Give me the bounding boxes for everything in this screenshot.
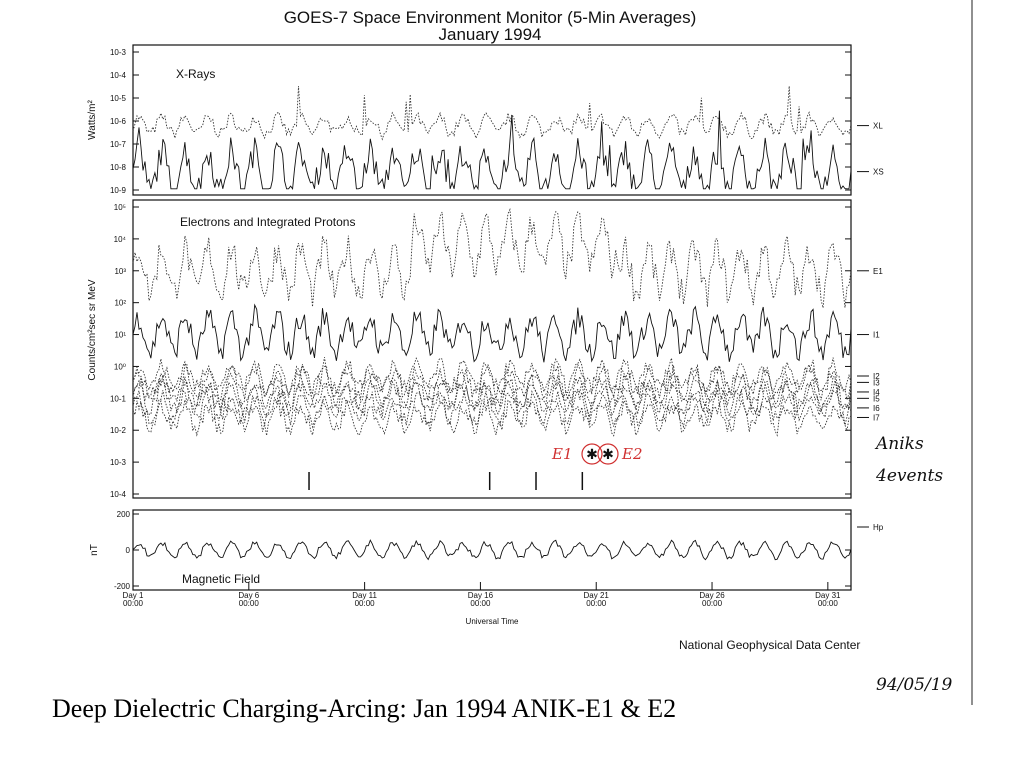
y-tick-label: 10² <box>114 299 126 308</box>
x-tick-sublabel: 00:00 <box>123 599 144 608</box>
xray-y-axis-title: Watts/m² <box>87 100 98 140</box>
date-stamp: 94/05/19 <box>876 675 953 695</box>
y-tick-label: 10-3 <box>110 458 127 467</box>
series-label-i2: I2 <box>873 372 880 381</box>
source-credit: National Geophysical Data Center <box>679 638 860 652</box>
y-tick-label: 10-3 <box>110 48 127 57</box>
y-tick-label: 10-5 <box>110 94 127 103</box>
x-tick-label: Day 26 <box>699 591 725 600</box>
y-tick-label: 10⁴ <box>114 235 127 244</box>
x-tick-label: Day 31 <box>815 591 841 600</box>
x-tick-label: Day 11 <box>352 591 377 600</box>
x-tick-label: Day 1 <box>123 591 144 600</box>
series-label-xs: XS <box>873 168 884 177</box>
magnetic-y-axis-title: nT <box>89 544 100 556</box>
series-trace-i3 <box>132 363 852 403</box>
y-tick-label: 10-9 <box>110 186 127 195</box>
red-annotation-e2: E2 <box>621 445 643 463</box>
x-tick-sublabel: 00:00 <box>239 599 260 608</box>
x-tick-label: Day 6 <box>238 591 259 600</box>
series-label-e1: E1 <box>873 267 883 276</box>
series-trace-i5 <box>132 378 852 419</box>
y-tick-labels: 10-3 10-4 10-5 10-6 10-7 10-8 10-9 10⁵ 10⁴ 10³ 10²… <box>110 48 851 591</box>
series-trace-i1 <box>132 303 852 363</box>
y-tick-label: 10-6 <box>110 117 127 126</box>
particle-panel-label: Electrons and Integrated Protons <box>180 215 355 229</box>
x-tick-sublabel: 00:00 <box>702 599 723 608</box>
y-tick-label: 10-2 <box>110 426 127 435</box>
x-axis-title: Universal Time <box>466 617 519 626</box>
y-tick-label: 10¹ <box>114 331 126 340</box>
x-tick-sublabel: 00:00 <box>470 599 491 608</box>
series-label-i5: I5 <box>873 394 880 403</box>
y-tick-label: -200 <box>114 582 131 591</box>
slide-caption: Deep Dielectric Charging-Arcing: Jan 199… <box>52 694 676 723</box>
x-tick-sublabel: 00:00 <box>355 599 376 608</box>
magnetic-panel-label: Magnetic Field <box>182 572 260 586</box>
star-marker-left: ✱ <box>586 447 598 463</box>
series-trace-i4 <box>132 372 852 412</box>
red-circle-right <box>597 443 619 465</box>
y-tick-label: 10³ <box>114 267 126 276</box>
y-tick-label: 10⁰ <box>114 362 126 371</box>
event-markers <box>308 472 584 490</box>
y-tick-label: 10-1 <box>110 394 127 403</box>
series-trace-i2 <box>132 357 852 396</box>
series-label-i6: I6 <box>873 404 880 413</box>
chart-subtitle: January 1994 <box>438 25 541 44</box>
series-label-i3: I3 <box>873 378 880 387</box>
series-label-i4: I4 <box>873 388 880 397</box>
y-tick-label: 10-4 <box>110 490 127 499</box>
y-tick-label: 200 <box>117 510 131 519</box>
series-label-xl: XL <box>873 122 883 131</box>
chart-title: GOES-7 Space Environment Monitor (5-Min … <box>284 8 697 27</box>
y-tick-label: 0 <box>126 546 131 555</box>
series-label-i1: I1 <box>873 331 880 340</box>
x-tick-sublabel: 00:00 <box>818 599 839 608</box>
data-traces <box>132 86 852 561</box>
star-marker-right: ✱ <box>602 447 614 463</box>
x-tick-label: Day 16 <box>468 591 494 600</box>
series-label-i7: I7 <box>873 413 880 422</box>
red-annotation-e1: E1 <box>551 445 573 463</box>
red-annotation: E1 ✱ ✱ E2 <box>551 443 643 465</box>
y-tick-label: 10-4 <box>110 71 127 80</box>
y-tick-label: 10-8 <box>110 163 127 172</box>
x-tick-sublabel: 00:00 <box>586 599 607 608</box>
series-trace-i7 <box>132 398 852 437</box>
y-tick-label: 10-7 <box>110 140 127 149</box>
series-trace-e1 <box>132 207 852 309</box>
xray-panel-label: X-Rays <box>176 67 215 81</box>
particle-y-axis-title: Counts/cm²sec sr MeV <box>87 279 98 380</box>
series-trace-hp <box>132 539 852 561</box>
particle-panel-frame <box>132 199 852 499</box>
red-circle-left <box>581 443 603 465</box>
x-tick-label: Day 21 <box>584 591 610 600</box>
aniks-note-line2: 4events <box>875 466 943 486</box>
y-tick-label: 10⁵ <box>114 203 126 212</box>
aniks-note-line1: Aniks <box>874 434 924 454</box>
series-trace-xl <box>132 86 852 141</box>
xray-panel-frame <box>132 44 852 196</box>
series-label-hp: Hp <box>873 523 884 532</box>
series-trace-i6 <box>132 388 852 429</box>
series-trace-xs <box>132 110 852 191</box>
